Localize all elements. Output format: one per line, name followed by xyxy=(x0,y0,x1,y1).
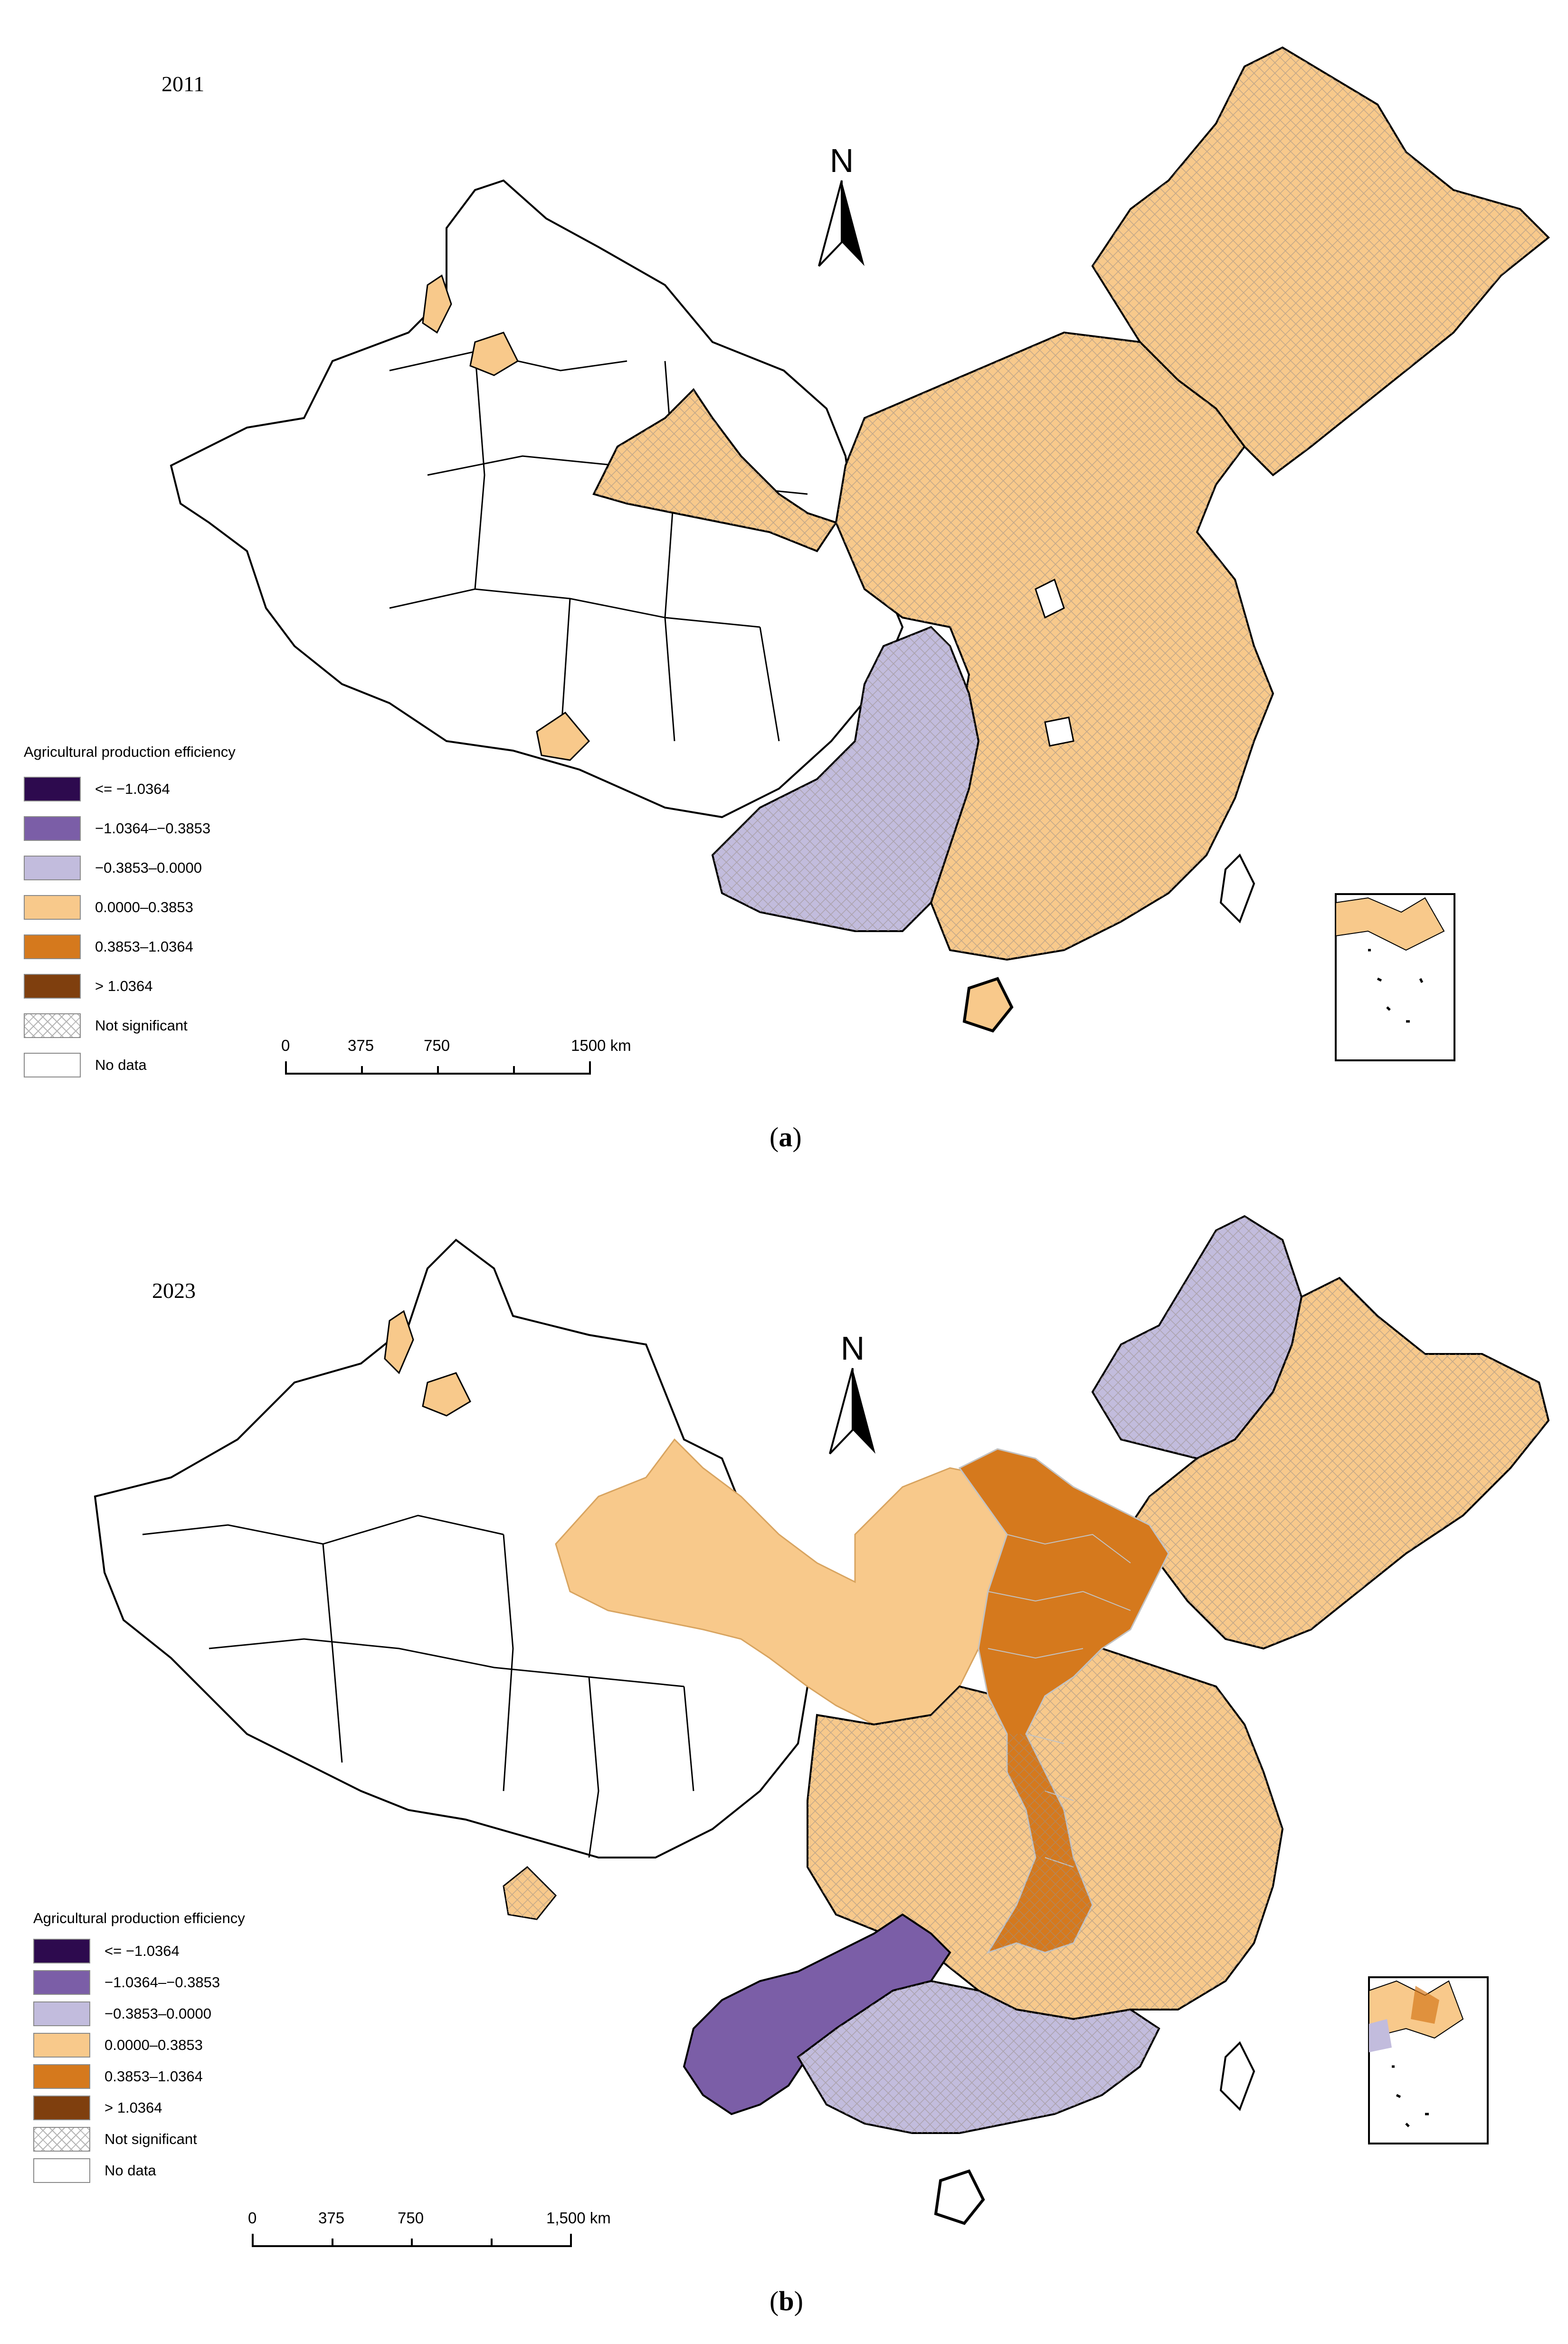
scale-label-375: 375 xyxy=(348,1037,374,1054)
legend-swatch xyxy=(24,895,81,920)
legend-swatch xyxy=(24,1052,81,1077)
legend-label: 0.0000–0.3853 xyxy=(95,898,193,915)
north-label: N xyxy=(841,1330,865,1367)
scale-label-750: 750 xyxy=(424,1037,450,1054)
legend-item-6: > 1.0364 xyxy=(33,2092,245,2124)
lake-2 xyxy=(1044,716,1074,747)
north-arrow: N xyxy=(818,142,865,267)
caption-letter: a xyxy=(779,1122,793,1153)
scale-bar-a xyxy=(285,1061,591,1075)
legend-item-6: > 1.0364 xyxy=(24,966,236,1006)
legend-item-2: −1.0364–−0.3853 xyxy=(24,809,236,848)
legend-label: Not significant xyxy=(105,2131,197,2147)
legend-label: No data xyxy=(105,2162,156,2179)
legend-label: <= −1.0364 xyxy=(105,1943,180,1959)
legend-item-3: −0.3853–0.0000 xyxy=(33,1998,245,2030)
legend-swatch xyxy=(24,1013,81,1038)
region-hainan xyxy=(934,2169,985,2225)
region-west-nodata xyxy=(170,179,904,819)
caption-b: (b) xyxy=(770,2286,803,2316)
scale-label-0: 0 xyxy=(281,1037,290,1054)
legend-swatch xyxy=(33,2001,90,2026)
legend-item-2: −1.0364–−0.3853 xyxy=(33,1967,245,1998)
legend-item-7: Not significant xyxy=(24,1006,236,1045)
scale-label-0: 0 xyxy=(248,2209,257,2227)
legend-item-8: No data xyxy=(33,2155,245,2186)
region-hainan xyxy=(962,977,1014,1033)
scale-label-1500: 1,500 km xyxy=(546,2209,611,2227)
south-china-sea-inset xyxy=(1335,893,1455,1061)
legend-swatch xyxy=(33,2033,90,2058)
legend-swatch xyxy=(33,2127,90,2152)
caption-letter: b xyxy=(779,2286,794,2316)
legend-item-4: 0.0000–0.3853 xyxy=(24,887,236,927)
legend-swatch xyxy=(24,816,81,841)
legend-label: 0.3853–1.0364 xyxy=(95,938,193,955)
legend-b: Agricultural production efficiency <= −1… xyxy=(33,1910,245,2186)
legend-title: Agricultural production efficiency xyxy=(24,743,236,760)
legend-label: No data xyxy=(95,1056,147,1073)
legend-swatch xyxy=(33,2064,90,2089)
region-nw-spot-2 xyxy=(469,332,519,376)
panel-year: 2011 xyxy=(162,72,205,96)
north-label: N xyxy=(830,142,854,179)
map-a-svg: N xyxy=(170,46,1550,1075)
region-nw-spot-2 xyxy=(422,1372,471,1417)
region-taiwan xyxy=(1219,853,1255,924)
map-b-svg: N xyxy=(94,1215,1550,2247)
scale-label-375: 375 xyxy=(318,2209,345,2227)
legend-item-5: 0.3853–1.0364 xyxy=(33,2061,245,2092)
legend-title: Agricultural production efficiency xyxy=(33,1910,245,1926)
north-arrow: N xyxy=(829,1330,875,1455)
legend-label: −0.3853–0.0000 xyxy=(105,2005,211,2022)
map-panel-b: N 2023 Agricultural production efficienc… xyxy=(0,1173,1568,2344)
region-nw-spot-1 xyxy=(422,274,452,334)
legend-swatch xyxy=(33,2096,90,2120)
legend-label: > 1.0364 xyxy=(105,2099,162,2116)
legend-swatch xyxy=(33,1970,90,1995)
panel-year: 2023 xyxy=(152,1278,196,1303)
region-taiwan xyxy=(1219,2041,1255,2111)
legend-label: > 1.0364 xyxy=(95,977,153,994)
legend-swatch xyxy=(24,973,81,999)
boundary-lines-west xyxy=(142,1515,694,1858)
scale-bar-b xyxy=(252,2234,572,2247)
map-panel-a: N 2011 Agricultural production efficienc… xyxy=(24,46,1550,1153)
region-tibet-spot xyxy=(536,712,590,761)
legend-label: −1.0364–−0.3853 xyxy=(95,819,211,837)
legend-item-3: −0.3853–0.0000 xyxy=(24,848,236,887)
caption-a: (a) xyxy=(770,1122,802,1153)
scale-label-1500: 1500 km xyxy=(571,1037,631,1054)
legend-label: <= −1.0364 xyxy=(95,780,170,797)
legend-item-4: 0.0000–0.3853 xyxy=(33,2030,245,2061)
legend-item-7: Not significant xyxy=(33,2124,245,2155)
lake-1 xyxy=(1035,578,1065,619)
boundary-lines-core xyxy=(988,1534,1131,1868)
legend-swatch xyxy=(33,1939,90,1963)
scale-label-750: 750 xyxy=(398,2209,424,2227)
legend-item-1: <= −1.0364 xyxy=(24,769,236,809)
legend-label: 0.0000–0.3853 xyxy=(105,2037,203,2053)
legend-a: Agricultural production efficiency <= −1… xyxy=(24,743,236,1085)
legend-label: 0.3853–1.0364 xyxy=(105,2068,203,2085)
legend-swatch xyxy=(24,934,81,959)
region-nw-spot-1 xyxy=(384,1310,414,1374)
legend-item-5: 0.3853–1.0364 xyxy=(24,927,236,966)
south-china-sea-inset xyxy=(1368,1976,1489,2144)
legend-label: −0.3853–0.0000 xyxy=(95,859,202,876)
legend-swatch xyxy=(24,776,81,801)
legend-label: −1.0364–−0.3853 xyxy=(105,1974,220,1991)
legend-item-8: No data xyxy=(24,1045,236,1085)
legend-swatch xyxy=(33,2158,90,2183)
legend-swatch xyxy=(24,855,81,880)
legend-item-1: <= −1.0364 xyxy=(33,1935,245,1967)
legend-label: Not significant xyxy=(95,1017,188,1034)
